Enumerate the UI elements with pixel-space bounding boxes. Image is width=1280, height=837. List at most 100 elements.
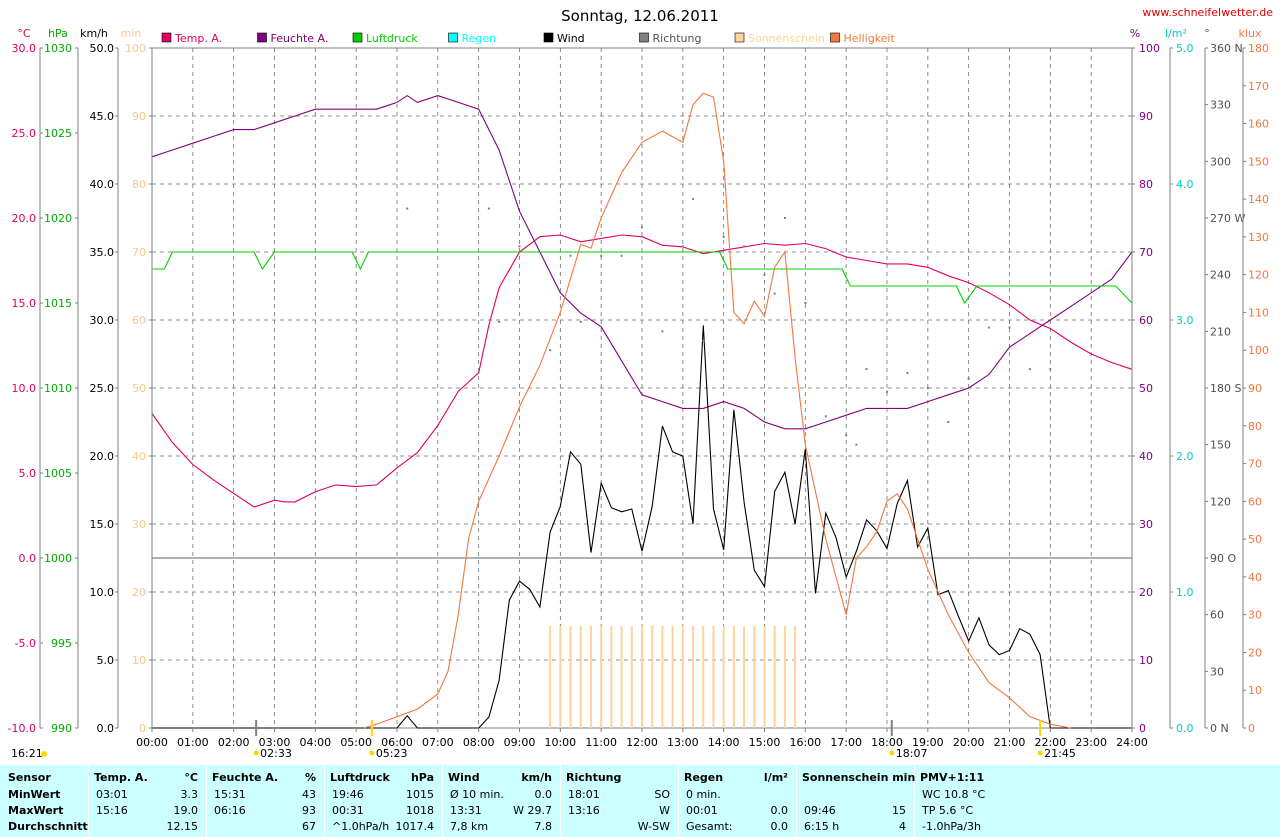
direction-point <box>487 207 490 210</box>
time-tick-label: 19:00 <box>912 736 944 749</box>
time-tick-label: 05:00 <box>340 736 372 749</box>
axis-tick-label: 70 <box>1248 458 1262 471</box>
stats-column: Luftdruck hPa 19:46 1015 00:31 1018 ^1.0hPa/h 1… <box>324 765 443 837</box>
time-tick-label: 03:00 <box>259 736 291 749</box>
axis-tick-label: 20.0 <box>12 212 37 225</box>
time-tick-label: 09:00 <box>504 736 536 749</box>
row-label-min: MinWert <box>8 788 61 801</box>
direction-point <box>773 292 776 295</box>
legend-label: Helligkeit <box>844 32 896 45</box>
axis-tick-label: 0.0 <box>19 552 37 565</box>
stats-column-title: Sonnenschein min <box>802 771 916 784</box>
chart-title: Sonntag, 12.06.2011 <box>561 7 719 25</box>
axis-tick-label: 50 <box>132 382 146 395</box>
stats-column: Regen l/m² 0 min. 00:01 0.0 Gesamt: 0.0 <box>678 765 797 837</box>
axis-tick-label: 70 <box>1139 246 1153 259</box>
direction-point <box>743 245 746 248</box>
stats-column-title: Feuchte A. <box>212 771 279 784</box>
series-line-feuchte-a <box>151 94 1133 430</box>
stats-max-value: W <box>659 804 670 817</box>
row-label-header: Sensor <box>8 771 51 784</box>
stats-avg-time: Gesamt: <box>686 820 733 833</box>
weather-chart: 30.025.020.015.010.05.00.0-5.0-10.0°C103… <box>8 6 1274 760</box>
axis-tick-label: 0.0 <box>1176 722 1194 735</box>
axis-tick-label: 90 <box>132 110 146 123</box>
direction-point <box>947 421 950 423</box>
legend-item: Sonnenschein <box>734 32 825 45</box>
legend-swatch <box>734 32 745 43</box>
legend-item: Regen <box>448 32 496 45</box>
sunrise-marker-label: 05:23 <box>376 747 408 760</box>
dusk-marker-label: 21:45 <box>1044 747 1076 760</box>
legend-item: Feuchte A. <box>257 32 329 45</box>
legend-swatch <box>161 32 172 43</box>
stats-max-value: 0.0 <box>770 804 789 817</box>
direction-point <box>579 320 582 323</box>
dawn-marker-label: 02:33 <box>260 747 292 760</box>
legend-swatch <box>639 32 649 43</box>
axis-tick-label: 90 <box>1139 110 1153 123</box>
direction-point <box>498 320 501 323</box>
time-tick-label: 04:00 <box>299 736 331 749</box>
direction-point <box>620 254 623 257</box>
lux-axis-unit: klux <box>1239 27 1262 40</box>
direction-point <box>692 198 695 201</box>
time-tick-label: 18:00 <box>871 736 903 749</box>
time-tick-label: 16:00 <box>789 736 821 749</box>
stats-max-value: 93 <box>302 804 316 817</box>
axis-tick-label: 90 <box>1248 382 1262 395</box>
stats-column: Temp. A. °C 03:01 3.3 15:16 19.0 12.15 <box>88 765 207 837</box>
axis-tick-label: 50 <box>1139 382 1153 395</box>
stats-max-time: 09:46 <box>804 804 836 817</box>
stats-avg-time: -1.0hPa/3h <box>922 820 981 833</box>
time-tick-label: 01:00 <box>177 736 209 749</box>
axis-tick-label: 1015 <box>44 297 72 310</box>
axis-tick-label: 80 <box>1248 420 1262 433</box>
axis-tick-label: 270 W <box>1210 212 1245 225</box>
axis-tick-label: 30.0 <box>90 314 115 327</box>
axis-tick-label: 1025 <box>44 127 72 140</box>
stats-min-value: 0.0 <box>534 788 553 801</box>
direction-point <box>1028 368 1031 371</box>
time-tick-label: 24:00 <box>1116 736 1148 749</box>
axis-tick-label: 90 O <box>1210 552 1236 565</box>
stats-avg-value: 7.8 <box>534 820 553 833</box>
direction-axis: 360 N 330 300 270 W 240 210 180 S 150 120 90 O 60 3… <box>1204 27 1245 735</box>
chart-axes: 30.025.020.015.010.05.00.0-5.0-10.0°C103… <box>8 27 1269 735</box>
time-tick-label: 07:00 <box>422 736 454 749</box>
axis-tick-label: 100 <box>125 42 146 55</box>
row-label-max: MaxWert <box>8 804 64 817</box>
stats-column-unit: l/m² <box>763 771 788 784</box>
stats-avg-time: ^1.0hPa/h <box>332 820 390 833</box>
stats-min-value: SO <box>654 788 670 801</box>
sun-icon <box>369 750 375 756</box>
time-tick-label: 12:00 <box>626 736 658 749</box>
site-link[interactable]: www.schneifelwetter.de <box>1142 6 1273 19</box>
axis-tick-label: 1010 <box>44 382 72 395</box>
time-tick-label: 23:00 <box>1075 736 1107 749</box>
astro-markers: 16:21 02:33 05:23 18:07 21:45 <box>11 720 1076 760</box>
stats-column: PMV+1:11 WC 10.8 °C TP 5.6 °C -1.0hPa/3h <box>914 765 1280 837</box>
stats-column-title: Richtung <box>566 771 622 784</box>
axis-tick-label: 240 <box>1210 269 1231 282</box>
axis-tick-label: 990 <box>51 722 72 735</box>
stats-column-unit: hPa <box>410 771 434 784</box>
direction-point <box>722 235 725 238</box>
legend-label: Feuchte A. <box>271 32 329 45</box>
legend-swatch <box>543 32 554 43</box>
legend-swatch <box>257 32 267 43</box>
sun-axis-unit: min <box>121 27 142 40</box>
legend-item: Luftdruck <box>352 32 418 45</box>
time-tick-label: 17:00 <box>830 736 862 749</box>
row-label-avg: Durchschnitt <box>8 820 88 833</box>
direction-point <box>804 302 807 304</box>
axis-tick-label: 40 <box>1248 571 1262 584</box>
temp-axis: 30.0 25.0 20.0 15.0 10.0 5.0 0.0 -5.0 -10.0 °C <box>8 27 43 735</box>
stats-max-time: 06:16 <box>214 804 246 817</box>
chart-legend: Temp. A. Feuchte A. Luftdruck Regen Wind Rich… <box>161 32 896 45</box>
wind-axis: 50.0 45.0 40.0 35.0 30.0 25.0 20.0 15.0 10.0 5.0 0… <box>80 27 119 735</box>
stats-column: Feuchte A.% 15:31 43 06:16 93 67 <box>206 765 325 837</box>
axis-tick-label: 2.0 <box>1176 450 1194 463</box>
time-tick-label: 20:00 <box>953 736 985 749</box>
axis-tick-label: -5.0 <box>15 637 36 650</box>
